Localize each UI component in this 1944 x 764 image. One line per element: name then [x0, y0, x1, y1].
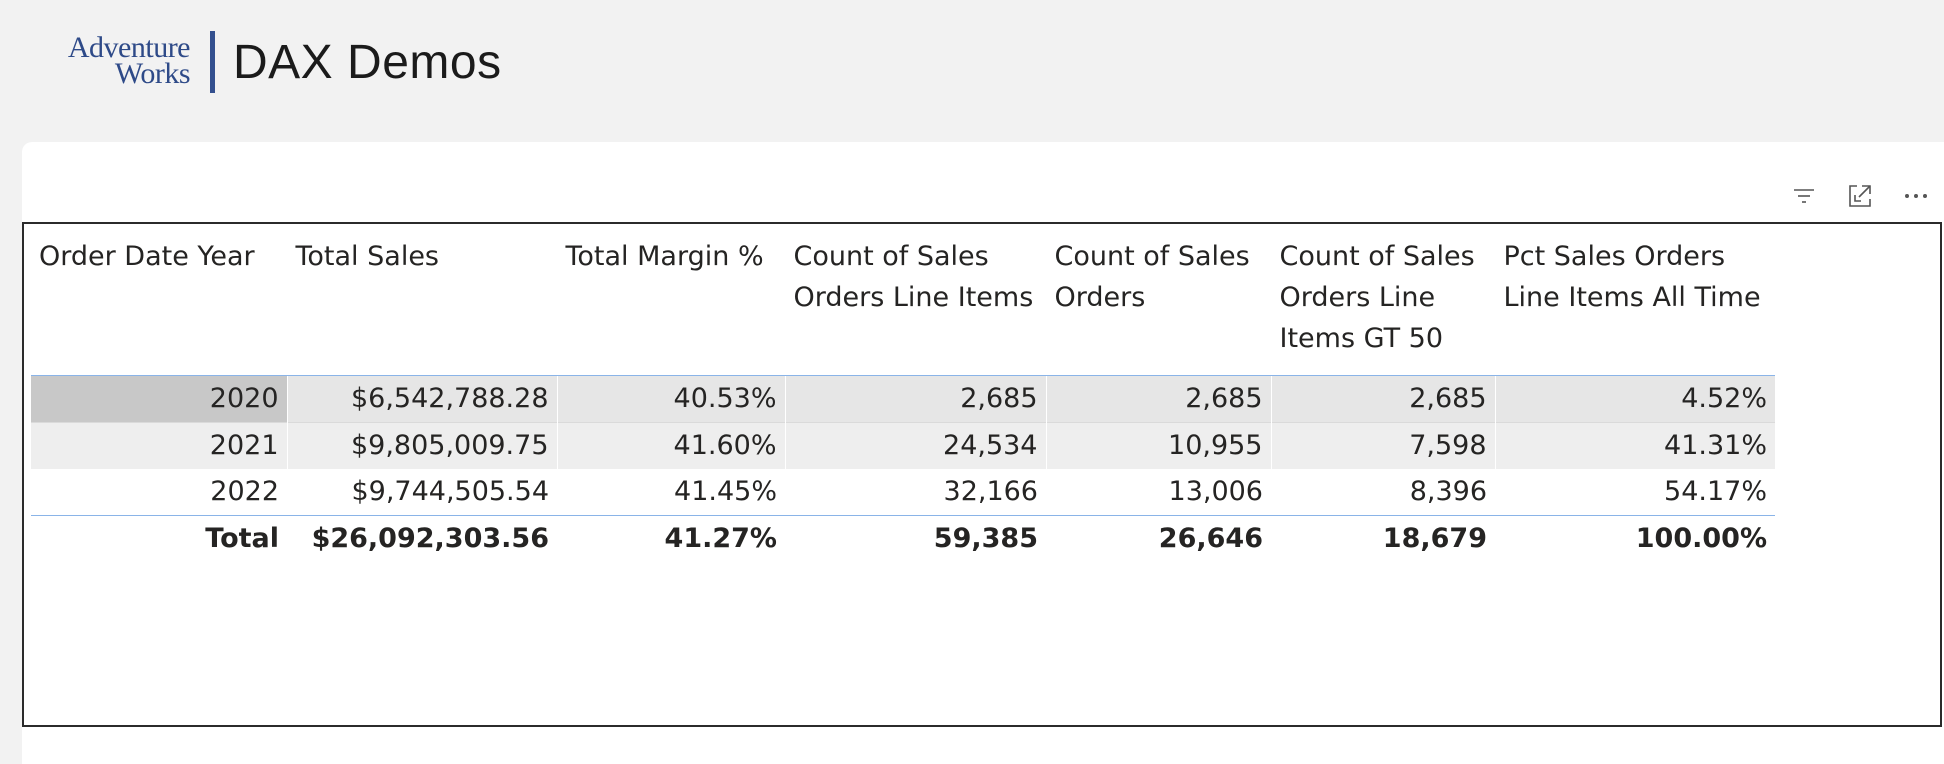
logo-divider [210, 31, 215, 93]
column-header[interactable]: Pct Sales Orders Line Items All Time [1495, 224, 1775, 376]
focus-mode-icon [1849, 185, 1871, 207]
table-cell[interactable]: 2,685 [785, 375, 1047, 422]
table-row[interactable]: 2022 $9,744,505.54 41.45% 32,166 13,006 … [31, 468, 1775, 515]
table-cell[interactable]: 4.52% [1495, 375, 1775, 422]
table-row[interactable]: 2021 $9,805,009.75 41.60% 24,534 10,955 … [31, 421, 1775, 469]
focus-mode-button[interactable] [1832, 180, 1888, 212]
table-cell[interactable]: 13,006 [1046, 468, 1271, 515]
page-title: DAX Demos [233, 35, 502, 89]
matrix-table: Order Date Year Total Sales Total Margin… [31, 224, 1775, 562]
total-cell[interactable]: 26,646 [1046, 514, 1271, 562]
logo-text-line2: Works [114, 57, 191, 90]
table-cell[interactable]: 41.45% [557, 468, 785, 515]
adventure-works-logo: Adventure Works [30, 27, 191, 97]
table-cell[interactable]: 10,955 [1046, 421, 1272, 469]
table-cell[interactable]: 32,166 [785, 468, 1046, 515]
visual-header-toolbar [1776, 180, 1944, 212]
report-header: Adventure Works DAX Demos [30, 22, 502, 102]
table-cell[interactable]: 7,598 [1271, 421, 1496, 469]
more-options-button[interactable] [1888, 180, 1944, 212]
table-cell[interactable]: 40.53% [557, 375, 786, 422]
column-header[interactable]: Order Date Year [31, 224, 288, 376]
total-cell[interactable]: $26,092,303.56 [287, 514, 557, 562]
table-cell[interactable]: 2,685 [1271, 375, 1496, 422]
table-cell[interactable]: $6,542,788.28 [287, 375, 558, 422]
table-cell[interactable]: 41.31% [1495, 421, 1775, 469]
total-label[interactable]: Total [31, 514, 287, 562]
column-header[interactable]: Total Margin % [557, 224, 786, 376]
filter-button[interactable] [1776, 180, 1832, 212]
row-header-cell[interactable]: 2021 [31, 421, 288, 469]
table-cell[interactable]: $9,805,009.75 [287, 421, 558, 469]
table-cell[interactable]: 24,534 [785, 421, 1047, 469]
total-cell[interactable]: 59,385 [785, 514, 1046, 562]
row-header-cell[interactable]: 2022 [31, 468, 287, 515]
more-options-icon [1905, 194, 1927, 198]
table-cell[interactable]: $9,744,505.54 [287, 468, 557, 515]
column-header[interactable]: Count of Sales Orders Line Items GT 50 [1271, 224, 1496, 376]
filter-icon [1794, 189, 1814, 203]
table-row[interactable]: 2020 $6,542,788.28 40.53% 2,685 2,685 2,… [31, 375, 1775, 422]
total-cell[interactable]: 100.00% [1495, 514, 1775, 562]
total-row[interactable]: Total $26,092,303.56 41.27% 59,385 26,64… [31, 514, 1775, 562]
total-cell[interactable]: 18,679 [1271, 514, 1495, 562]
table-cell[interactable]: 41.60% [557, 421, 786, 469]
table-cell[interactable]: 8,396 [1271, 468, 1495, 515]
column-header-row: Order Date Year Total Sales Total Margin… [31, 224, 1775, 376]
table-cell[interactable]: 2,685 [1046, 375, 1272, 422]
column-header[interactable]: Count of Sales Orders [1046, 224, 1272, 376]
column-header[interactable]: Count of Sales Orders Line Items [785, 224, 1047, 376]
total-cell[interactable]: 41.27% [557, 514, 785, 562]
matrix-visual-card[interactable]: Order Date Year Total Sales Total Margin… [22, 142, 1944, 764]
row-header-cell[interactable]: 2020 [31, 375, 288, 422]
column-header[interactable]: Total Sales [287, 224, 558, 376]
matrix-frame: Order Date Year Total Sales Total Margin… [22, 222, 1942, 727]
logo-text-line1: Adventure [67, 31, 191, 64]
table-cell[interactable]: 54.17% [1495, 468, 1775, 515]
